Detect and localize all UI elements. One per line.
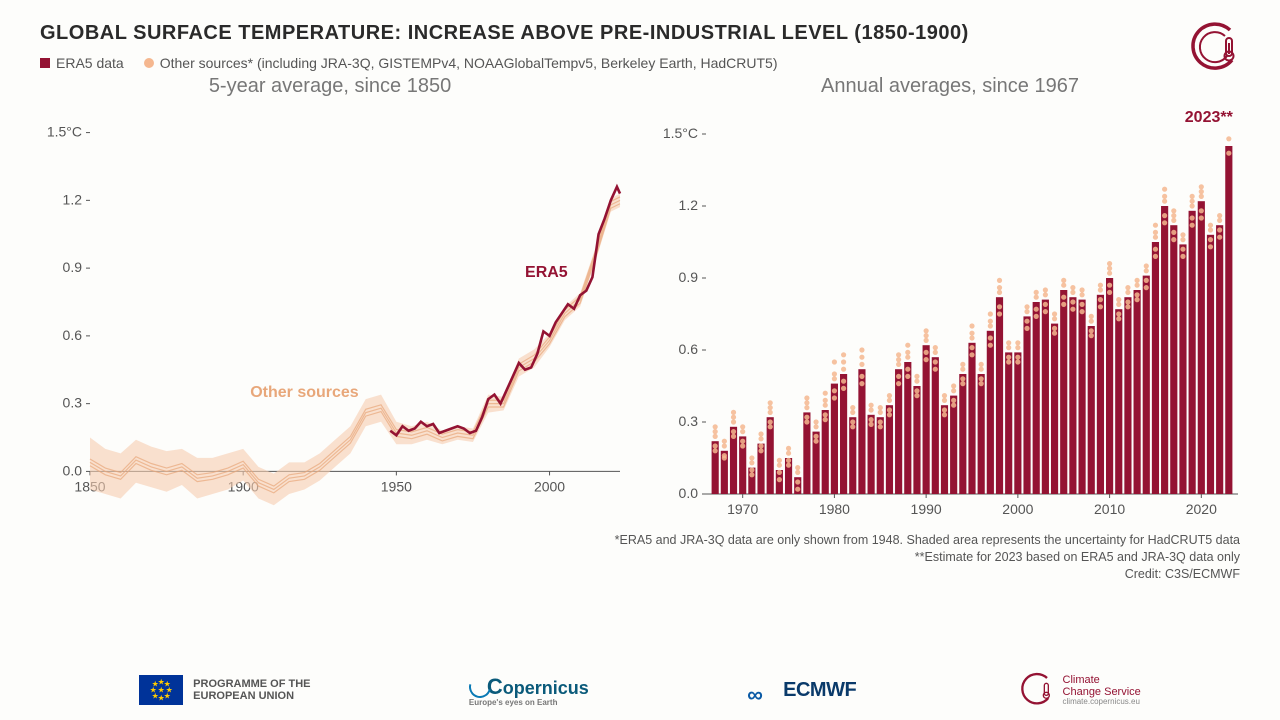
eu-line1: PROGRAMME OF THE (193, 678, 310, 690)
svg-text:1990: 1990 (911, 501, 942, 517)
svg-text:1950: 1950 (381, 478, 412, 494)
eu-programme: PROGRAMME OF THE EUROPEAN UNION (139, 675, 310, 705)
other-legend-label: Other sources* (including JRA-3Q, GISTEM… (160, 55, 778, 71)
eu-line2: EUROPEAN UNION (193, 690, 310, 702)
svg-text:1.5°C: 1.5°C (663, 125, 698, 141)
svg-text:ERA5: ERA5 (525, 264, 568, 281)
svg-text:1980: 1980 (819, 501, 850, 517)
footnote-1: *ERA5 and JRA-3Q data are only shown fro… (0, 532, 1240, 549)
other-swatch (144, 58, 154, 68)
era5-swatch (40, 58, 50, 68)
svg-text:Other sources: Other sources (250, 384, 359, 401)
right-chart: Annual averages, since 1967 0.0 0.3 0.6 0.9… (650, 75, 1250, 524)
left-chart-title: 5-year average, since 1850 (30, 75, 630, 98)
legend: ERA5 data Other sources* (including JRA-… (40, 55, 1240, 71)
ecmwf-logo: ECMWF (747, 679, 856, 702)
svg-text:1970: 1970 (727, 501, 758, 517)
svg-text:1.2: 1.2 (63, 191, 83, 207)
ccs-footer-icon (1015, 670, 1055, 710)
footnotes: *ERA5 and JRA-3Q data are only shown fro… (0, 524, 1280, 583)
svg-text:0.9: 0.9 (679, 269, 699, 285)
ccs-footer-logo: Climate Change Service climate.copernicu… (1015, 670, 1141, 710)
svg-text:2000: 2000 (534, 478, 565, 494)
svg-text:0.0: 0.0 (679, 485, 699, 501)
svg-text:1.2: 1.2 (679, 197, 699, 213)
svg-text:0.3: 0.3 (63, 395, 83, 411)
svg-text:1.5°C: 1.5°C (47, 124, 82, 140)
eu-flag-icon (139, 675, 183, 705)
svg-text:0.6: 0.6 (679, 341, 699, 357)
svg-text:2023**: 2023** (1185, 109, 1234, 126)
copernicus-tagline: Europe's eyes on Earth (469, 698, 589, 707)
footnote-2: **Estimate for 2023 based on ERA5 and JR… (0, 549, 1240, 566)
svg-text:2020: 2020 (1186, 501, 1217, 517)
copernicus-logo: Copernicus Europe's eyes on Earth (469, 674, 589, 707)
svg-text:0.0: 0.0 (63, 462, 83, 478)
footer-logos: PROGRAMME OF THE EUROPEAN UNION Copernic… (0, 670, 1280, 710)
era5-legend-label: ERA5 data (56, 55, 124, 71)
svg-text:0.6: 0.6 (63, 327, 83, 343)
svg-text:2010: 2010 (1094, 501, 1125, 517)
left-chart: 5-year average, since 1850 0.0 0.3 0.6 0.9 1… (30, 75, 630, 524)
copernicus-name: opernicus (503, 678, 589, 698)
page-title: GLOBAL SURFACE TEMPERATURE: INCREASE ABO… (40, 22, 1240, 45)
ccs-line2: Change Service (1063, 686, 1141, 698)
ccs-line1: Climate (1063, 674, 1141, 686)
right-chart-title: Annual averages, since 1967 (650, 75, 1250, 98)
svg-text:2000: 2000 (1002, 501, 1033, 517)
ccs-url: climate.copernicus.eu (1063, 698, 1141, 707)
ecmwf-label: ECMWF (783, 679, 856, 702)
svg-text:0.3: 0.3 (679, 413, 699, 429)
svg-text:0.9: 0.9 (63, 259, 83, 275)
footnote-3: Credit: C3S/ECMWF (0, 566, 1240, 583)
ecmwf-dots-icon (747, 682, 771, 698)
ccs-corner-logo (1182, 18, 1242, 78)
